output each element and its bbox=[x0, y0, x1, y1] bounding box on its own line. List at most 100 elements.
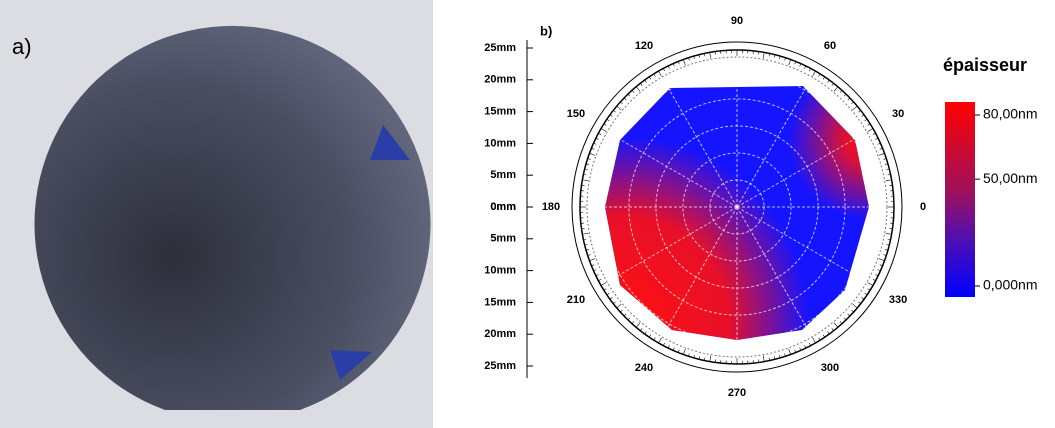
degree-tick bbox=[595, 274, 599, 277]
degree-tick bbox=[799, 63, 802, 67]
degree-tick bbox=[658, 70, 662, 77]
degree-tick bbox=[582, 179, 589, 182]
degree-tick bbox=[627, 317, 631, 321]
degree-tick bbox=[584, 243, 588, 246]
degree-tick bbox=[877, 269, 881, 272]
degree-tick bbox=[833, 86, 839, 92]
degree-tick bbox=[623, 97, 627, 101]
degree-tick bbox=[883, 158, 887, 160]
radial-tick-label: 15mm bbox=[484, 106, 516, 118]
degree-tick bbox=[875, 274, 879, 277]
radial-tick-label: 25mm bbox=[484, 42, 516, 54]
degree-tick bbox=[640, 83, 643, 86]
degree-tick bbox=[653, 337, 656, 341]
degree-tick bbox=[839, 90, 843, 93]
degree-tick bbox=[584, 168, 588, 171]
degree-tick bbox=[886, 243, 890, 246]
degree-tick bbox=[867, 282, 874, 286]
angle-tick-label: 0 bbox=[920, 201, 926, 213]
angle-grid-line bbox=[736, 131, 868, 208]
degree-tick bbox=[667, 345, 670, 349]
degree-tick bbox=[620, 101, 623, 105]
angle-tick-label: 240 bbox=[635, 362, 653, 374]
degree-tick bbox=[583, 238, 587, 240]
degree-tick bbox=[812, 70, 816, 77]
degree-tick bbox=[616, 303, 622, 309]
radial-tick-label: 0mm bbox=[490, 201, 516, 213]
degree-tick bbox=[709, 52, 712, 59]
colorbar-tick-label: 50,00nm bbox=[983, 170, 1037, 186]
degree-tick bbox=[809, 342, 811, 346]
angle-tick-label: 60 bbox=[824, 40, 836, 52]
radial-tick-label: 20mm bbox=[484, 74, 516, 86]
degree-tick bbox=[600, 128, 607, 132]
degree-tick bbox=[672, 347, 675, 351]
degree-tick bbox=[635, 86, 641, 92]
radial-tick-label: 10mm bbox=[484, 137, 516, 149]
angle-tick-label: 210 bbox=[567, 294, 585, 306]
degree-tick bbox=[698, 54, 701, 58]
angle-grid-line bbox=[661, 206, 738, 338]
degree-tick bbox=[598, 279, 602, 281]
degree-tick bbox=[591, 264, 595, 267]
degree-tick bbox=[609, 297, 613, 300]
degree-tick bbox=[861, 297, 865, 300]
degree-tick bbox=[635, 322, 641, 328]
radial-tick-label: 5mm bbox=[490, 169, 516, 181]
degree-tick bbox=[794, 349, 797, 353]
angle-grid-line bbox=[661, 76, 738, 208]
degree-tick bbox=[804, 345, 807, 349]
degree-tick bbox=[606, 292, 610, 296]
degree-tick bbox=[843, 93, 847, 97]
degree-tick bbox=[858, 301, 861, 304]
degree-tick bbox=[683, 348, 686, 355]
degree-tick bbox=[864, 292, 868, 296]
degree-tick bbox=[804, 65, 807, 69]
degree-tick bbox=[653, 73, 656, 77]
degree-tick bbox=[613, 110, 616, 113]
grid-circle bbox=[709, 179, 765, 235]
degree-tick bbox=[663, 342, 665, 346]
degree-tick bbox=[768, 357, 770, 361]
degree-tick bbox=[658, 337, 662, 344]
degree-tick bbox=[688, 353, 690, 357]
radial-tick-label: 0mm bbox=[490, 201, 516, 213]
polar-grid bbox=[586, 56, 888, 358]
degree-tick bbox=[693, 354, 695, 359]
degree-tick bbox=[788, 59, 791, 66]
degree-tick bbox=[591, 147, 595, 150]
degree-tick bbox=[878, 258, 885, 261]
angle-grid-line bbox=[736, 206, 813, 338]
degree-tick bbox=[609, 114, 613, 117]
degree-tick bbox=[598, 133, 602, 135]
degree-tick bbox=[879, 147, 883, 150]
degree-tick bbox=[648, 76, 652, 80]
degree-tick bbox=[822, 76, 826, 80]
degree-tick bbox=[762, 355, 765, 362]
degree-tick bbox=[603, 123, 607, 126]
degree-ticks bbox=[580, 50, 894, 364]
colorbar-tick-label: 0,000nm bbox=[983, 277, 1037, 293]
degree-tick bbox=[887, 174, 891, 176]
degree-tick bbox=[818, 337, 821, 341]
degree-tick bbox=[872, 133, 876, 135]
map-red bbox=[605, 86, 869, 340]
degree-tick bbox=[585, 249, 590, 251]
degree-tick bbox=[693, 55, 695, 60]
degree-tick bbox=[704, 53, 706, 57]
degree-tick bbox=[867, 123, 871, 126]
colorbar-title: épaisseur bbox=[943, 55, 1027, 75]
panel-label: b) bbox=[540, 23, 552, 38]
degree-tick bbox=[587, 158, 591, 160]
degree-tick bbox=[704, 357, 706, 361]
degree-tick bbox=[631, 321, 635, 324]
degree-tick bbox=[818, 73, 821, 77]
degree-tick bbox=[843, 317, 847, 321]
degree-tick bbox=[648, 334, 652, 338]
degree-tick bbox=[627, 93, 631, 97]
degree-tick bbox=[663, 68, 665, 72]
grid-circle bbox=[601, 71, 873, 343]
degree-tick bbox=[779, 354, 781, 359]
grid-circle bbox=[682, 152, 792, 262]
degree-tick bbox=[593, 269, 597, 272]
